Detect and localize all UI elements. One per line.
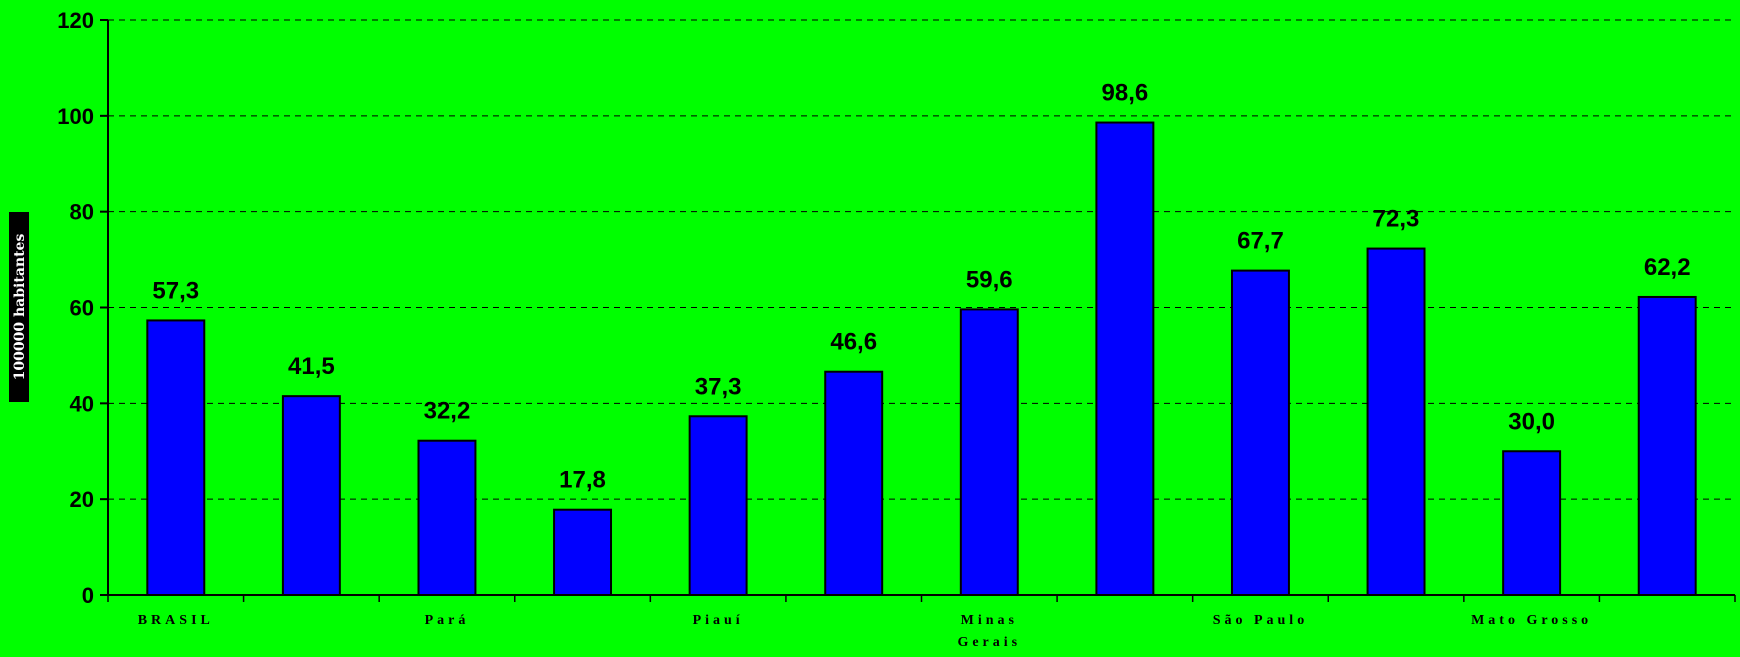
data-labels: 57,3 41,5 32,2 17,8 37,3 46,6 59,6 98,6 67,7 72,3…	[152, 80, 1690, 494]
bar	[1230, 269, 1290, 596]
category-labels: BRASIL Pará Piauí Minas Gerais São Paulo Mato …	[138, 613, 1592, 650]
data-label: 67,7	[1237, 228, 1284, 255]
data-label: 59,6	[966, 266, 1013, 293]
data-label: 32,2	[424, 398, 471, 425]
x-category-label: Pará	[425, 613, 470, 628]
data-label: 62,2	[1644, 254, 1691, 281]
bars	[146, 121, 1697, 597]
y-axis-label-background	[9, 212, 29, 402]
data-label: 17,8	[559, 467, 606, 494]
y-tick-labels: 0 20 40 60 80 100 120	[57, 8, 94, 608]
axes	[100, 19, 1736, 602]
bar	[1502, 450, 1562, 596]
bar	[553, 508, 613, 597]
bar	[146, 319, 206, 596]
data-label: 57,3	[152, 277, 199, 304]
data-label: 72,3	[1373, 206, 1420, 233]
y-tick-label: 120	[57, 8, 94, 33]
data-label: 98,6	[1102, 80, 1149, 107]
bar	[824, 370, 884, 597]
y-axis-label: 100000 habitantes	[12, 234, 28, 381]
y-tick-label: 60	[70, 296, 94, 321]
y-tick-label: 0	[82, 583, 94, 608]
bar	[1095, 121, 1155, 597]
y-tick-label: 20	[70, 487, 94, 512]
bar	[1637, 295, 1697, 596]
bar	[417, 439, 477, 597]
x-category-label: São Paulo	[1213, 613, 1309, 628]
y-tick-label: 80	[70, 200, 94, 225]
x-category-label: Gerais	[957, 635, 1021, 650]
bar	[688, 415, 748, 597]
y-axis-label-group: 100000 habitantes	[9, 212, 29, 402]
data-label: 41,5	[288, 353, 335, 380]
y-tick-label: 100	[57, 104, 94, 129]
bar	[959, 308, 1019, 596]
x-category-label: Mato Grosso	[1471, 613, 1592, 628]
data-label: 30,0	[1508, 408, 1555, 435]
y-tick-label: 40	[70, 391, 94, 416]
data-label: 37,3	[695, 373, 742, 400]
x-category-label: Minas	[961, 613, 1018, 628]
bar	[281, 395, 341, 597]
x-category-label: BRASIL	[138, 613, 214, 628]
x-category-label: Piauí	[693, 613, 744, 628]
gridlines	[108, 19, 1735, 500]
bar	[1366, 247, 1426, 596]
data-label: 46,6	[830, 329, 877, 356]
